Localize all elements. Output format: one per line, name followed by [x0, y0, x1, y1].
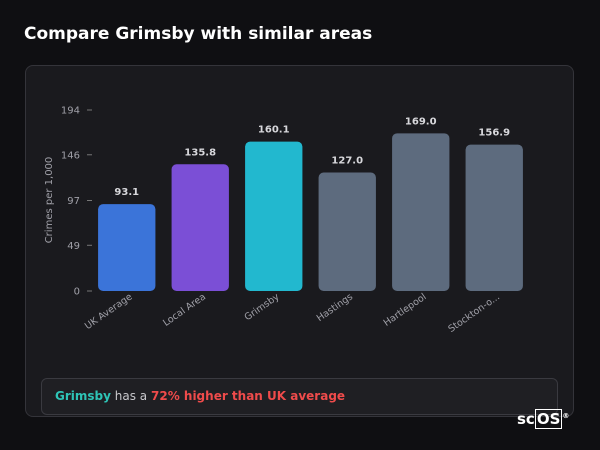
bar [245, 141, 303, 291]
insight-text: has a [114, 389, 148, 403]
bar [318, 172, 376, 291]
value-label: 93.1 [114, 187, 139, 198]
bar [171, 164, 229, 291]
y-tick-label: 146 [61, 150, 80, 161]
x-tick-label: Hartlepool [382, 291, 429, 328]
page-title: Compare Grimsby with similar areas [24, 24, 373, 44]
y-tick-label: 194 [61, 106, 80, 117]
y-tick-label: 49 [67, 241, 80, 252]
x-tick-label: Stockton-o... [446, 291, 502, 335]
chart: Crimes per 1,000 0 49 97 146 194 UK Average 93… [44, 106, 523, 335]
insight-highlight: 72% higher than UK average [151, 389, 346, 403]
y-tick-label: 97 [67, 196, 80, 207]
logo: sc OS ® [517, 409, 570, 429]
logo-prefix: sc [517, 410, 535, 428]
value-label: 160.1 [258, 125, 290, 136]
insight-area: Grimsby [55, 389, 111, 403]
logo-boxed: OS [534, 409, 563, 429]
x-tick-label: UK Average [83, 291, 135, 332]
bar [392, 133, 450, 291]
x-tick-label: Local Area [161, 291, 208, 328]
x-tick-label: Grimsby [243, 291, 282, 323]
bar [98, 204, 156, 291]
bar [465, 144, 523, 291]
value-label: 169.0 [405, 116, 437, 127]
value-label: 156.9 [478, 128, 510, 139]
x-tick-label: Hastings [315, 291, 355, 324]
insight-box: Grimsby has a 72% higher than UK average [41, 378, 558, 415]
y-axis-label: Crimes per 1,000 [44, 157, 55, 244]
y-tick-label: 0 [74, 287, 80, 298]
logo-mark: ® [562, 412, 570, 420]
value-label: 127.0 [331, 156, 363, 167]
value-label: 135.8 [184, 147, 216, 158]
